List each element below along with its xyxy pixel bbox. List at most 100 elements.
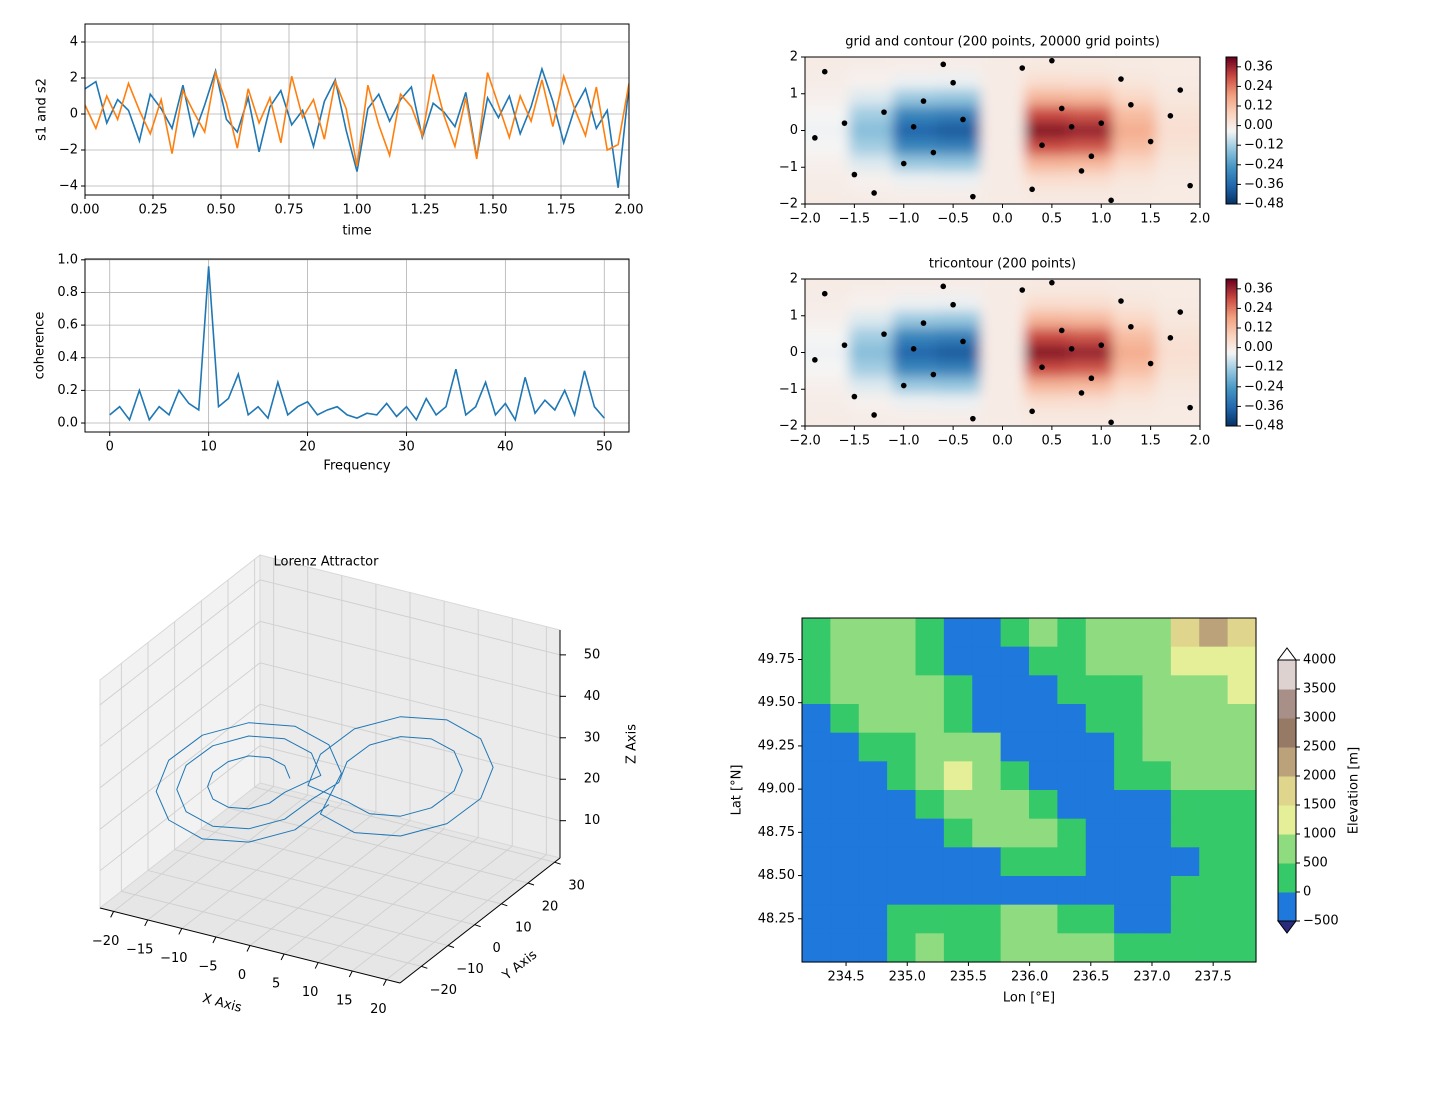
y-tick-label: 49.75: [758, 652, 795, 667]
elevation-cell: [915, 818, 945, 848]
sample-point: [1167, 335, 1174, 341]
y-axis-label: coherence: [33, 312, 48, 380]
elevation-cell: [887, 646, 917, 676]
elevation-cell: [1000, 904, 1030, 934]
elevation-cell: [972, 933, 1002, 963]
colorbar-step: [1226, 196, 1237, 199]
colorbar-step: [1226, 102, 1237, 106]
colorbar-step: [1226, 413, 1237, 416]
colorbar-step: [1226, 181, 1237, 185]
elevation-cell: [1199, 618, 1229, 648]
elevation-cell: [887, 818, 917, 848]
y-tick: [447, 945, 455, 948]
x-tick: [348, 970, 353, 978]
elevation-cell: [1170, 876, 1200, 906]
x-tick-label: 0: [106, 440, 114, 455]
contour-cell: [980, 393, 1026, 411]
grid-line: [259, 620, 561, 697]
contour-cell: [1024, 393, 1070, 411]
colorbar-step: [1226, 185, 1237, 188]
grid-line: [181, 803, 343, 929]
y-tick-label: 10: [515, 920, 532, 935]
colorbar-tick-label: 1000: [1303, 827, 1336, 842]
contour-cell: [892, 73, 938, 91]
elevation-cell: [1114, 704, 1144, 734]
elevation-cell: [1114, 933, 1144, 963]
elevation-cell: [887, 618, 917, 648]
sample-point: [920, 320, 927, 326]
colorbar-step: [1226, 113, 1237, 117]
contour-cell: [1068, 171, 1114, 189]
elevation-cell: [1199, 876, 1229, 906]
elevation-cell: [1170, 704, 1200, 734]
elevation-cell: [802, 933, 831, 963]
sample-point: [812, 357, 818, 363]
colorbar-step: [1226, 418, 1237, 421]
grid-line: [317, 837, 479, 963]
colorbar-step: [1226, 128, 1237, 131]
axis-line: [99, 907, 401, 984]
sample-point: [900, 382, 907, 389]
grid-line: [99, 579, 261, 706]
colorbar-tick-label: 0.12: [1244, 99, 1273, 114]
y-tick-label: 0: [790, 345, 798, 360]
elevation-cell: [1057, 933, 1087, 963]
x-tick-label: 1.5: [1140, 434, 1161, 449]
elevation-cell: [943, 847, 973, 877]
x-tick: [212, 936, 217, 944]
contour-cell: [892, 377, 938, 395]
contour-cell: [848, 393, 894, 411]
plot-frame: [804, 278, 1201, 427]
colorbar-tick-label: −0.36: [1244, 399, 1284, 414]
sample-point: [900, 160, 907, 167]
colorbar-tick-label: 2500: [1303, 740, 1336, 755]
grid-line: [174, 849, 475, 926]
contour-cell: [980, 171, 1026, 189]
elevation-cell: [1085, 847, 1115, 877]
colorbar-step: [1226, 183, 1237, 187]
elevation-cell: [1057, 675, 1087, 705]
colorbar-tick-label: 2000: [1303, 769, 1336, 784]
colorbar-step: [1226, 119, 1237, 122]
colorbar-step: [1226, 132, 1237, 135]
colorbar-step: [1226, 150, 1237, 154]
x-tick-label: 2.0: [1190, 434, 1211, 449]
sample-point: [1068, 346, 1075, 352]
colorbar-tick-label: 0.36: [1244, 281, 1273, 296]
contour-cell: [1156, 57, 1200, 75]
contour-cell: [848, 279, 894, 297]
contour-cell: [980, 89, 1026, 107]
colorbar-step: [1226, 141, 1237, 144]
colorbar-step: [1226, 121, 1237, 124]
contour-cell: [1068, 73, 1114, 91]
elevation-cell: [1029, 618, 1058, 648]
elevation-cell: [1142, 876, 1172, 906]
z-tick-label: 30: [584, 730, 601, 745]
elevation-cell: [887, 704, 917, 734]
colorbar-step: [1226, 136, 1237, 139]
colorbar-tick-label: 0.36: [1244, 59, 1273, 74]
elevation-cell: [802, 761, 831, 791]
contour-cell: [1068, 393, 1114, 411]
elevation-cell: [943, 790, 973, 820]
colorbar-step: [1226, 321, 1237, 324]
sample-point: [851, 393, 858, 400]
grid-line: [147, 794, 309, 921]
contour-cell: [1156, 360, 1200, 378]
elevation-cell: [1199, 790, 1229, 820]
contour-cell: [1068, 279, 1114, 297]
contour-cell: [805, 360, 850, 378]
y-tick-label: 49.25: [758, 738, 795, 753]
colorbar-tick-label: 0.24: [1244, 79, 1273, 94]
colorbar-step: [1226, 139, 1237, 143]
contour-cell: [848, 89, 894, 107]
elevation-cell: [1199, 933, 1229, 963]
elevation-cell: [1199, 646, 1229, 676]
elevation-cell: [1029, 818, 1058, 848]
x-tick-label: 5: [272, 977, 280, 992]
elevation-cell: [1029, 847, 1058, 877]
x-tick-label: 1.25: [411, 203, 440, 218]
colorbar-step: [1226, 126, 1237, 130]
colorbar-step: [1226, 352, 1237, 355]
elevation-cell: [943, 732, 973, 762]
